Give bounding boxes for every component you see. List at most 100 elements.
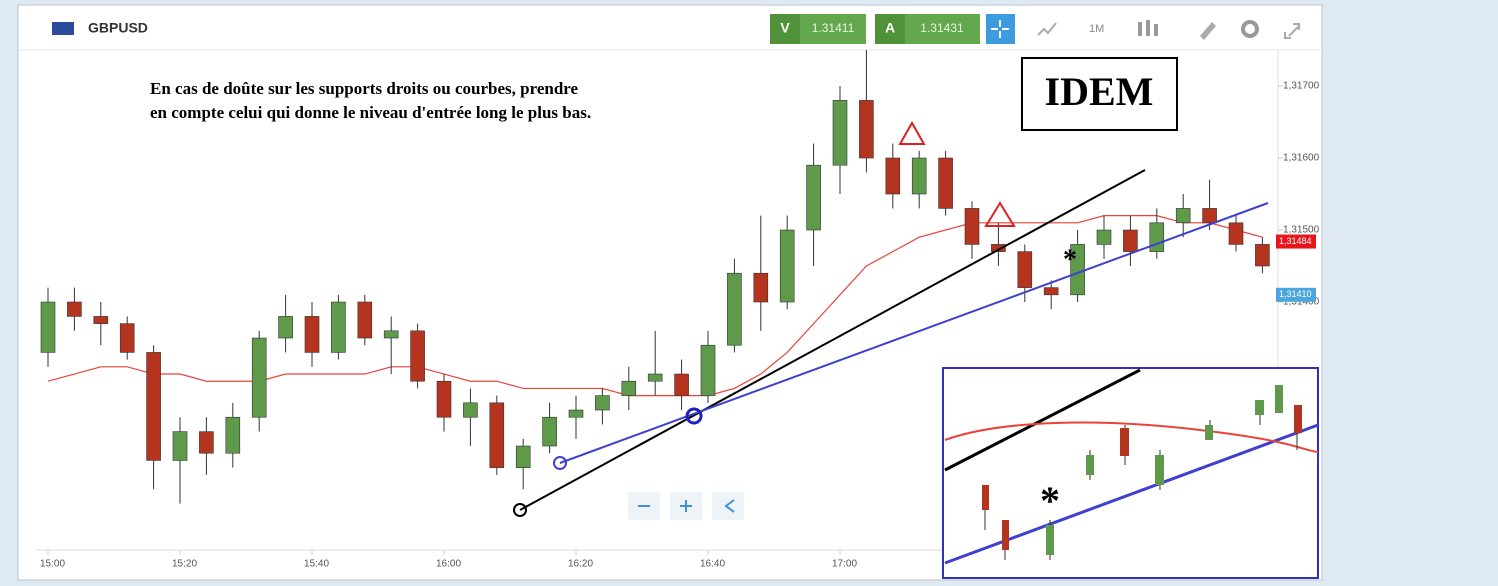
candle-body: [357, 301, 373, 339]
idem-box: [1021, 57, 1178, 131]
x-tick-label: 15:40: [304, 559, 329, 570]
inset-asterisk: *: [1040, 478, 1060, 523]
plot: 1,31400 1,31500 1,31600 1,31700 15:00 15:20 15…: [40, 50, 1320, 570]
candle-body: [647, 373, 663, 382]
chart-type-icon[interactable]: [1037, 22, 1057, 36]
candle-body: [1228, 222, 1244, 245]
candle-body: [251, 337, 267, 418]
candle-body: [621, 380, 637, 396]
candle-body: [410, 330, 425, 382]
candle-body: [832, 100, 848, 166]
bid-tag: V: [780, 20, 790, 36]
note: En cas de doûte sur les supports droits …: [150, 79, 579, 98]
candle-body: [1175, 208, 1191, 224]
candle-body: [1017, 251, 1033, 288]
candle-body: [146, 352, 161, 461]
asterisk: *: [1063, 244, 1077, 275]
candle-body: [885, 157, 901, 195]
ask-tag: A: [885, 20, 895, 36]
idem: IDEM: [1045, 69, 1154, 114]
x-tick-label: 16:20: [568, 559, 593, 570]
candle-body: [515, 445, 531, 468]
candle-body: [991, 244, 1006, 252]
inset: *: [942, 367, 1319, 579]
candle-body: [1123, 229, 1138, 252]
inset-ma: [944, 421, 1319, 453]
share-icon: [724, 499, 735, 513]
y-tick-label: 1,31700: [1283, 81, 1320, 92]
candle-body: [806, 164, 821, 231]
candle-body: [304, 316, 320, 353]
ask-tag-box: [875, 14, 905, 44]
candle-body: [1149, 222, 1165, 252]
x-tick-label: 15:00: [40, 559, 65, 570]
candle-body: [278, 316, 293, 339]
inset-frame: [942, 367, 1319, 579]
candle-body: [225, 416, 241, 454]
inset-up-candles: [1046, 385, 1283, 555]
candle-body: [938, 157, 953, 209]
candle-body: [568, 409, 584, 418]
timeframe[interactable]: 1M: [1089, 23, 1104, 35]
candle-body: [489, 402, 505, 468]
resistance-marker: [898, 120, 926, 145]
candle-body: [67, 301, 82, 317]
crosshair-button[interactable]: [986, 14, 1015, 44]
candle-body: [463, 402, 478, 418]
y-tick-label: 1,31400: [1283, 297, 1320, 308]
candle-body: [727, 272, 742, 346]
x-tick-label: 16:00: [436, 559, 461, 570]
x-tick-label: 16:40: [700, 559, 725, 570]
note: en compte celui qui donne le niveau d'en…: [150, 103, 591, 122]
resistance-marker: [984, 201, 1016, 227]
candle-icon[interactable]: [1138, 20, 1158, 36]
candle-body: [199, 431, 214, 454]
candle-body: [700, 344, 716, 396]
settings-icon[interactable]: [1241, 20, 1259, 38]
share[interactable]: [712, 492, 744, 520]
candle-body: [40, 301, 56, 353]
candle-body: [172, 431, 188, 461]
candle-body: [1255, 244, 1270, 267]
fullscreen-icon[interactable]: [1284, 23, 1300, 39]
candle-body: [964, 208, 980, 245]
symbol: GBPUSD: [88, 20, 148, 36]
x-tick-label: 17:00: [832, 559, 857, 570]
candle-body: [779, 229, 795, 303]
candle-body: [1202, 208, 1217, 224]
crosshair-icon: [991, 20, 1009, 38]
x-tick-label: 15:20: [172, 559, 197, 570]
bid-tag-box: [770, 14, 800, 44]
bid-price-tag: [1276, 287, 1316, 302]
y-tick-label: 1,31500: [1283, 225, 1320, 236]
blue-trendline: [559, 202, 1269, 464]
bid: 1.31411: [812, 21, 855, 35]
draw-icon[interactable]: [1200, 22, 1216, 40]
last-price-label: 1,31484: [1279, 236, 1312, 246]
candle-body: [542, 416, 557, 447]
candle-body: [436, 380, 452, 418]
black-trendline: [519, 169, 1146, 511]
flag-icon: [52, 22, 74, 35]
anchor-circle: [685, 407, 703, 425]
bid-price-label: 1,31410: [1279, 289, 1312, 299]
zoom-in-icon: [680, 500, 692, 512]
y-tick-label: 1,31600: [1283, 153, 1320, 164]
candle-body: [1043, 287, 1059, 296]
candle-body: [911, 157, 927, 195]
ask: 1.31431: [920, 21, 964, 35]
inset-black-line: [944, 368, 1141, 472]
candle-body: [674, 373, 689, 396]
candle-body: [859, 100, 874, 159]
candle-body: [1096, 229, 1112, 245]
anchor-circle: [513, 503, 527, 517]
last-price-tag: [1276, 234, 1316, 249]
candle-body: [119, 323, 135, 353]
candle-body: [331, 301, 346, 353]
candle-body: [93, 316, 109, 324]
candle-body: [383, 330, 399, 339]
candle-body: [595, 395, 610, 411]
anchor-circle: [553, 456, 567, 470]
